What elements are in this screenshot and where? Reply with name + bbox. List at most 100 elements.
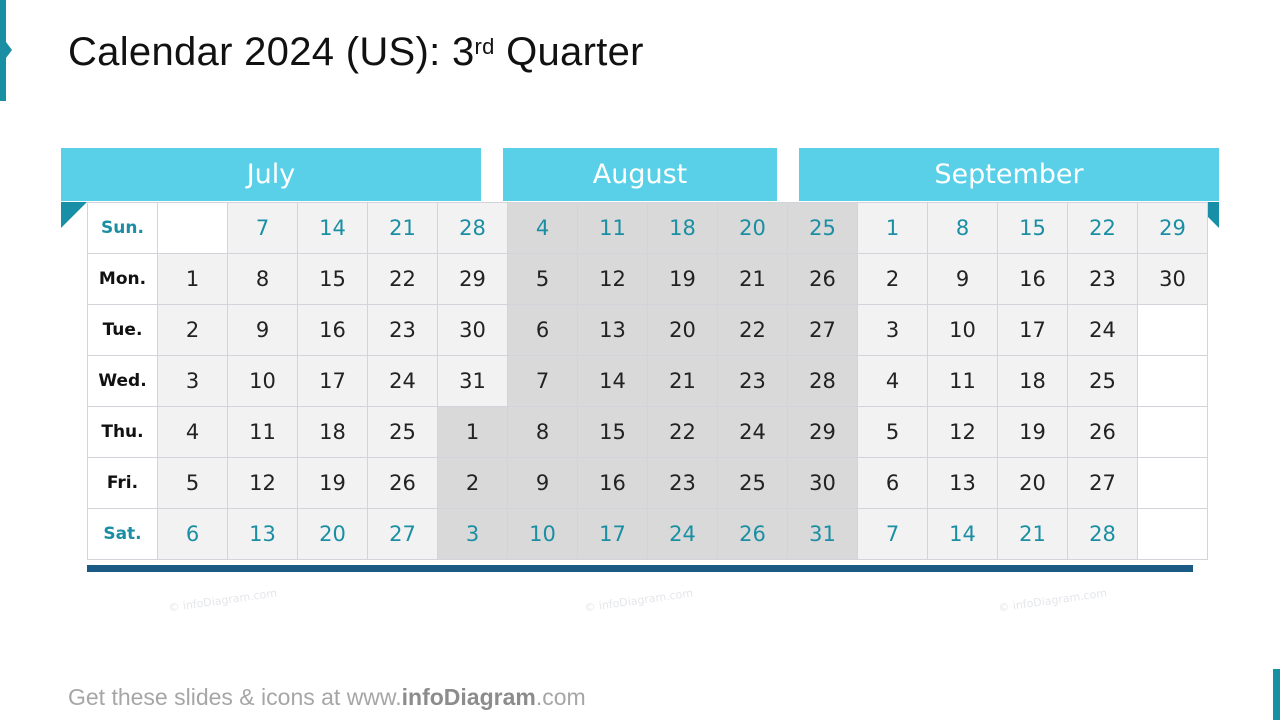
day-cell: 15	[297, 253, 368, 305]
day-cell: 23	[1067, 253, 1138, 305]
ribbon-fold-left	[61, 202, 87, 228]
day-cell: 31	[787, 508, 858, 560]
day-cell: 11	[227, 406, 298, 458]
day-cell: 31	[437, 355, 508, 407]
day-cell: 3	[857, 304, 928, 356]
day-cell: 22	[647, 406, 718, 458]
day-cell: 8	[927, 202, 998, 254]
day-cell: 28	[787, 355, 858, 407]
day-cell: 24	[367, 355, 438, 407]
day-cell: 26	[1067, 406, 1138, 458]
day-cell: 8	[507, 406, 578, 458]
day-cell: 15	[577, 406, 648, 458]
watermark: © infoDiagram.com	[997, 586, 1108, 615]
day-cell: 8	[227, 253, 298, 305]
day-cell: 25	[717, 457, 788, 509]
day-cell: 7	[857, 508, 928, 560]
watermark: © infoDiagram.com	[167, 586, 278, 615]
day-cell: 21	[647, 355, 718, 407]
day-cell: 10	[927, 304, 998, 356]
day-cell: 28	[1067, 508, 1138, 560]
day-cell: 24	[647, 508, 718, 560]
day-cell: 1	[437, 406, 508, 458]
day-cell: 27	[367, 508, 438, 560]
calendar-row: Fri. 5 12 19 26 2 9 16 23 25 30 6 13 20 27	[87, 457, 1208, 509]
day-cell: 18	[997, 355, 1068, 407]
day-cell: 14	[927, 508, 998, 560]
watermark: © infoDiagram.com	[583, 586, 694, 615]
day-cell: 26	[787, 253, 858, 305]
page-title: Calendar 2024 (US): 3rd Quarter	[68, 30, 644, 75]
calendar-row: Sat. 6 13 20 27 3 10 17 24 26 31 7 14 21 28	[87, 508, 1208, 560]
day-cell: 25	[367, 406, 438, 458]
day-cell: 20	[647, 304, 718, 356]
day-cell: 7	[507, 355, 578, 407]
day-cell: 30	[437, 304, 508, 356]
day-cell: 21	[997, 508, 1068, 560]
day-cell: 17	[297, 355, 368, 407]
day-cell: 16	[577, 457, 648, 509]
day-cell: 18	[647, 202, 718, 254]
day-cell: 9	[227, 304, 298, 356]
day-cell: 27	[1067, 457, 1138, 509]
day-cell: 19	[997, 406, 1068, 458]
day-cell: 13	[227, 508, 298, 560]
day-cell: 21	[717, 253, 788, 305]
day-cell: 20	[297, 508, 368, 560]
day-cell: 4	[857, 355, 928, 407]
calendar-row: Sun. 7 14 21 28 4 11 18 20 25 1 8 15 22 29	[87, 202, 1208, 254]
day-cell: 20	[997, 457, 1068, 509]
empty-cell	[157, 202, 228, 254]
day-cell: 12	[577, 253, 648, 305]
day-cell: 23	[367, 304, 438, 356]
footer-prefix: Get these slides & icons at www.	[68, 684, 402, 710]
day-cell: 25	[787, 202, 858, 254]
day-cell: 18	[297, 406, 368, 458]
month-header-september: September	[799, 148, 1219, 201]
day-cell: 6	[157, 508, 228, 560]
day-cell: 1	[857, 202, 928, 254]
day-cell: 6	[857, 457, 928, 509]
day-cell: 12	[927, 406, 998, 458]
day-cell: 14	[297, 202, 368, 254]
calendar-row: Wed. 3 10 17 24 31 7 14 21 23 28 4 11 18 25	[87, 355, 1208, 407]
day-cell: 29	[787, 406, 858, 458]
day-cell: 2	[437, 457, 508, 509]
day-cell: 25	[1067, 355, 1138, 407]
day-cell: 23	[647, 457, 718, 509]
accent-notch	[6, 42, 12, 58]
day-cell: 24	[717, 406, 788, 458]
day-cell: 17	[997, 304, 1068, 356]
day-cell: 21	[367, 202, 438, 254]
day-cell: 27	[787, 304, 858, 356]
day-cell: 29	[437, 253, 508, 305]
empty-cell	[1137, 508, 1208, 560]
day-cell: 15	[997, 202, 1068, 254]
day-cell: 4	[157, 406, 228, 458]
day-cell: 20	[717, 202, 788, 254]
title-main: Calendar 2024 (US): 3	[68, 30, 475, 74]
day-cell: 28	[437, 202, 508, 254]
calendar-base-bar	[87, 565, 1193, 572]
day-cell: 19	[647, 253, 718, 305]
day-cell: 7	[227, 202, 298, 254]
day-cell: 10	[507, 508, 578, 560]
day-cell: 6	[507, 304, 578, 356]
day-cell: 4	[507, 202, 578, 254]
day-cell: 30	[787, 457, 858, 509]
day-cell: 10	[227, 355, 298, 407]
accent-bar-bottom-right	[1273, 669, 1280, 720]
day-cell: 29	[1137, 202, 1208, 254]
day-cell: 13	[577, 304, 648, 356]
empty-cell	[1137, 457, 1208, 509]
day-cell: 2	[157, 304, 228, 356]
day-cell: 9	[927, 253, 998, 305]
day-cell: 22	[1067, 202, 1138, 254]
day-cell: 5	[857, 406, 928, 458]
day-cell: 14	[577, 355, 648, 407]
day-cell: 17	[577, 508, 648, 560]
weekday-label: Tue.	[87, 304, 158, 356]
footer-brand: infoDiagram	[401, 684, 536, 710]
day-cell: 3	[437, 508, 508, 560]
empty-cell	[1137, 355, 1208, 407]
